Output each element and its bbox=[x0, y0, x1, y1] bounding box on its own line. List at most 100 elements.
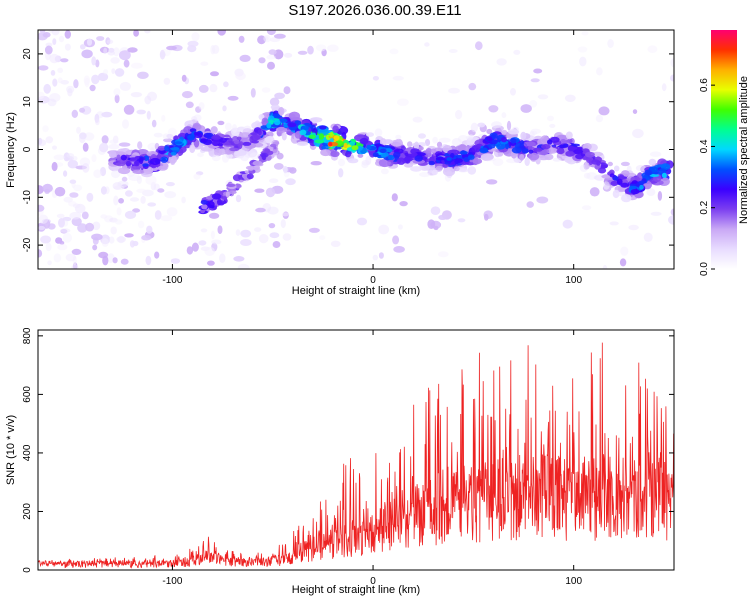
ridge-core-blob bbox=[491, 139, 498, 145]
noise-blob bbox=[609, 221, 619, 226]
noise-blob bbox=[137, 71, 149, 80]
noise-blob bbox=[470, 122, 479, 133]
noise-blob bbox=[92, 244, 98, 251]
noise-blob bbox=[393, 246, 405, 253]
noise-blob bbox=[124, 190, 133, 197]
noise-blob bbox=[103, 69, 109, 75]
ridge-core-blob bbox=[351, 145, 359, 151]
ridge-blob bbox=[357, 153, 364, 158]
ridge-core-blob bbox=[403, 157, 414, 162]
noise-blob bbox=[67, 159, 79, 169]
ridge-blob bbox=[472, 158, 483, 165]
ridge-blob bbox=[347, 158, 359, 164]
y-tick-label: 200 bbox=[22, 503, 33, 520]
noise-blob bbox=[438, 214, 447, 220]
noise-blob bbox=[529, 100, 538, 108]
y-tick-label: -10 bbox=[22, 190, 33, 205]
noise-blob bbox=[113, 88, 121, 96]
ridge-core-blob bbox=[616, 178, 623, 185]
noise-blob bbox=[217, 30, 226, 36]
ridge-core-blob bbox=[479, 147, 489, 154]
ridge-blob bbox=[430, 148, 437, 154]
ridge-blob bbox=[635, 164, 647, 172]
ridge-blob bbox=[552, 157, 562, 162]
noise-blob bbox=[240, 229, 252, 238]
ridge-blob bbox=[234, 149, 247, 156]
ridge-blob bbox=[546, 147, 558, 154]
noise-blob bbox=[50, 70, 56, 76]
ridge-core-blob bbox=[314, 139, 325, 144]
ridge-core-blob bbox=[597, 167, 607, 174]
noise-blob bbox=[238, 35, 245, 43]
noise-blob bbox=[136, 109, 146, 115]
noise-blob bbox=[530, 78, 540, 83]
ridge-core-blob bbox=[161, 157, 167, 162]
ridge-blob bbox=[275, 126, 288, 133]
noise-blob bbox=[223, 81, 229, 88]
ridge-core-blob bbox=[630, 188, 640, 195]
noise-blob bbox=[506, 120, 512, 131]
ridge-core-blob bbox=[278, 118, 288, 123]
noise-blob bbox=[263, 34, 271, 43]
noise-blob bbox=[53, 253, 62, 263]
noise-blob bbox=[86, 192, 94, 202]
ridge-core-blob bbox=[644, 169, 653, 176]
noise-blob bbox=[632, 109, 638, 114]
noise-blob bbox=[282, 233, 292, 241]
noise-blob bbox=[273, 163, 284, 170]
ridge-blob bbox=[467, 166, 477, 175]
noise-blob bbox=[477, 122, 486, 128]
ridge-core-blob bbox=[486, 144, 496, 149]
ridge-core-blob bbox=[130, 157, 138, 162]
noise-blob bbox=[581, 205, 592, 211]
noise-blob bbox=[280, 219, 286, 229]
ridge-core-blob bbox=[638, 180, 645, 185]
noise-blob bbox=[129, 197, 140, 202]
noise-blob bbox=[123, 104, 135, 115]
ridge-core-blob bbox=[454, 159, 460, 165]
noise-blob bbox=[187, 45, 197, 53]
noise-blob bbox=[81, 211, 89, 220]
ridge-core-blob bbox=[571, 143, 580, 147]
noise-blob bbox=[124, 233, 134, 238]
ridge-blob bbox=[431, 169, 438, 176]
ridge-core-blob bbox=[142, 163, 150, 167]
noise-blob bbox=[596, 67, 603, 76]
noise-blob bbox=[39, 30, 46, 34]
noise-blob bbox=[69, 192, 79, 198]
ridge-core-blob bbox=[521, 148, 529, 154]
ridge-blob bbox=[108, 143, 120, 150]
ridge-core-blob bbox=[170, 151, 177, 156]
ridge-blob bbox=[564, 157, 573, 163]
noise-blob bbox=[496, 58, 507, 66]
noise-blob bbox=[95, 118, 100, 126]
ridge-blob bbox=[451, 138, 462, 147]
ridge-blob bbox=[465, 135, 474, 140]
ridge-core-blob bbox=[496, 143, 506, 150]
noise-blob bbox=[66, 153, 75, 159]
noise-blob bbox=[47, 260, 52, 266]
chart-title: S197.2026.036.00.39.E11 bbox=[288, 2, 462, 19]
noise-blob bbox=[119, 50, 131, 61]
noise-blob bbox=[378, 252, 384, 259]
spectrogram-x-label: Height of straight line (km) bbox=[292, 285, 420, 297]
ridge-blob bbox=[332, 125, 339, 133]
noise-blob bbox=[76, 126, 81, 134]
ridge-blob bbox=[413, 141, 420, 151]
ridge-core-blob bbox=[556, 148, 565, 155]
ridge-core-blob bbox=[565, 150, 575, 157]
noise-blob bbox=[274, 92, 285, 100]
ridge-blob bbox=[231, 124, 238, 133]
noise-blob bbox=[57, 67, 64, 74]
noise-blob bbox=[437, 251, 449, 258]
ridge-blob bbox=[157, 145, 166, 151]
ridge-core-blob bbox=[366, 144, 372, 150]
noise-blob bbox=[488, 105, 499, 113]
noise-blob bbox=[254, 227, 262, 233]
noise-blob bbox=[269, 178, 279, 183]
ridge-core-blob bbox=[229, 147, 240, 152]
ridge-core-blob bbox=[217, 143, 224, 147]
noise-blob bbox=[103, 47, 108, 55]
noise-blob bbox=[198, 240, 207, 246]
noise-blob bbox=[96, 36, 105, 41]
